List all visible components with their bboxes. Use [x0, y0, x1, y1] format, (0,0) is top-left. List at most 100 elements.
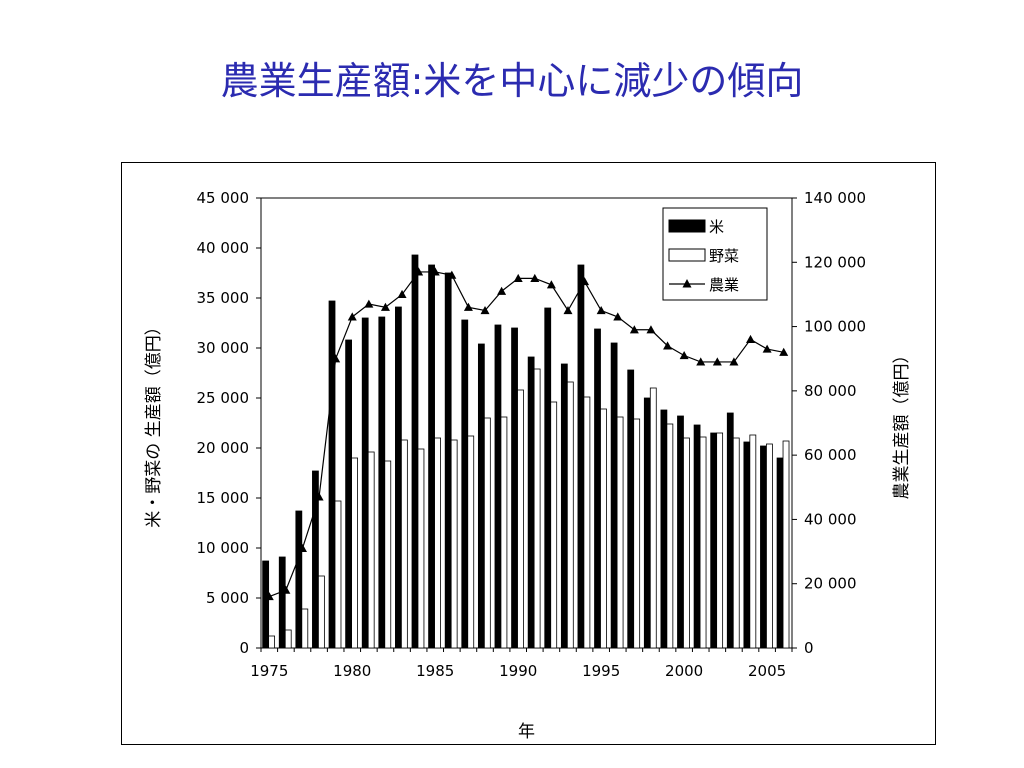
marker-agriculture: [264, 592, 274, 601]
bar-vegetables: [301, 608, 309, 649]
marker-agriculture: [563, 306, 573, 315]
bar-rice: [262, 560, 270, 649]
x-tick-label: 1980: [333, 662, 371, 680]
bar-rice: [610, 342, 618, 649]
bar-vegetables: [583, 396, 591, 649]
bar-rice: [395, 306, 402, 649]
marker-agriculture: [447, 270, 457, 279]
bar-rice: [345, 339, 353, 649]
x-tick-label: 2000: [665, 662, 703, 680]
x-tick-label: 1995: [582, 662, 620, 680]
bar-rice: [361, 317, 369, 649]
chart: 0 5 000 10 000 15 000 20 000 25 000 30 000 35 0…: [144, 189, 912, 742]
bar-vegetables: [782, 440, 790, 649]
bar-vegetables: [367, 451, 375, 649]
bar-vegetables: [566, 381, 574, 649]
marker-agriculture: [480, 306, 490, 315]
bar-vegetables: [483, 417, 491, 649]
y-left-tick-label: 35 000: [197, 289, 250, 307]
bar-rice: [511, 327, 518, 649]
y-right-tick-label: 0: [804, 639, 814, 657]
x-tick-label: 2005: [748, 662, 786, 680]
legend-label-agriculture: 農業: [709, 276, 739, 294]
bar-rice: [411, 254, 419, 649]
bar-vegetables: [434, 437, 441, 649]
marker-agriculture: [414, 267, 424, 276]
marker-agriculture: [729, 357, 739, 366]
bar-rice: [627, 369, 635, 649]
marker-agriculture: [696, 357, 706, 366]
bar-vegetables: [716, 432, 724, 649]
bar-rice: [693, 424, 701, 649]
bar-rice: [760, 445, 767, 649]
bars-layer: [262, 254, 790, 649]
chart-frame: 0 5 000 10 000 15 000 20 000 25 000 30 000 35 0…: [121, 162, 936, 745]
bar-rice: [378, 316, 386, 649]
bar-vegetables: [550, 401, 558, 649]
marker-agriculture: [297, 543, 307, 552]
bar-rice: [776, 457, 784, 649]
bar-rice: [677, 415, 684, 649]
y-right-tick-label: 60 000: [804, 446, 857, 464]
bar-vegetables: [633, 418, 641, 649]
y-left-tick-label: 25 000: [197, 389, 250, 407]
marker-agriculture: [497, 286, 507, 295]
y-right-tick-label: 80 000: [804, 382, 857, 400]
bar-vegetables: [400, 439, 408, 649]
bar-rice: [461, 319, 469, 649]
y-left-tick-label: 40 000: [197, 239, 250, 257]
bar-rice: [278, 556, 286, 649]
bar-rice: [577, 264, 585, 649]
y-left-axis-title: 米・野菜の 生産額（億円）: [144, 318, 164, 527]
x-tick-label: 1985: [416, 662, 454, 680]
y-right-tick-label: 140 000: [804, 189, 866, 207]
bar-vegetables: [649, 387, 657, 649]
bar-vegetables: [384, 460, 392, 649]
y-left-tick-label: 10 000: [197, 539, 250, 557]
bar-rice: [594, 328, 601, 649]
bar-vegetables: [666, 423, 674, 649]
marker-agriculture: [629, 325, 639, 334]
bar-rice: [295, 510, 303, 649]
legend-swatch-rice: [668, 219, 706, 233]
legend-label-vegetables: 野菜: [709, 247, 739, 265]
bar-rice: [726, 412, 734, 649]
bar-vegetables: [732, 437, 740, 649]
x-tick-label: 1975: [250, 662, 288, 680]
bar-rice: [660, 409, 668, 649]
bar-vegetables: [616, 416, 624, 649]
marker-agriculture: [530, 273, 540, 282]
bar-vegetables: [699, 436, 707, 649]
line-layer: [264, 267, 789, 601]
bar-rice: [544, 307, 552, 649]
marker-agriculture: [546, 280, 556, 289]
bar-rice: [428, 264, 435, 649]
marker-agriculture: [364, 299, 374, 308]
bar-vegetables: [417, 448, 425, 649]
line-agriculture: [269, 271, 784, 598]
bar-rice: [444, 272, 452, 649]
bar-vegetables: [284, 629, 292, 649]
y-left-tick-label: 20 000: [197, 439, 250, 457]
bar-rice: [312, 470, 319, 649]
marker-agriculture: [762, 344, 772, 353]
marker-agriculture: [430, 267, 440, 276]
bar-vegetables: [517, 389, 524, 649]
bar-rice: [643, 397, 651, 649]
legend-marker-agriculture: [682, 279, 692, 288]
marker-agriculture: [397, 289, 407, 299]
marker-agriculture: [663, 341, 673, 350]
bar-vegetables: [467, 435, 475, 649]
bar-rice: [743, 441, 751, 649]
bar-rice: [560, 363, 568, 649]
bar-vegetables: [683, 437, 690, 649]
bar-rice: [477, 343, 485, 649]
marker-agriculture: [779, 347, 789, 356]
bar-vegetables: [500, 416, 508, 649]
bar-vegetables: [351, 457, 358, 649]
marker-agriculture: [596, 306, 606, 315]
marker-agriculture: [513, 273, 523, 282]
y-left-tick-label: 0: [239, 639, 249, 657]
bar-rice: [328, 300, 336, 649]
